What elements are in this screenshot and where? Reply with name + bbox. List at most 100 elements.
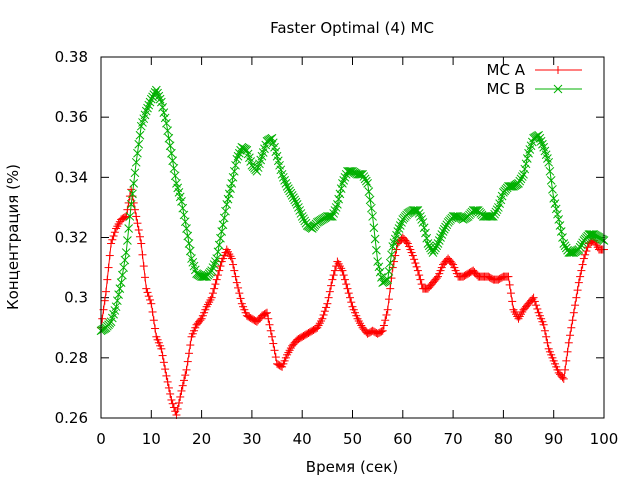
data-point <box>166 389 175 398</box>
y-tick-label: 0.34 <box>55 168 88 186</box>
data-point <box>368 212 377 221</box>
data-point <box>327 281 336 290</box>
data-point <box>490 209 499 219</box>
data-point <box>167 395 176 404</box>
y-tick-label: 0.26 <box>55 409 88 427</box>
data-point <box>158 103 167 112</box>
x-tick-label: 0 <box>96 430 106 448</box>
data-point <box>566 248 576 257</box>
data-point <box>229 166 239 176</box>
x-tick-label: 60 <box>393 430 412 448</box>
data-point <box>336 184 346 193</box>
data-point <box>120 213 129 222</box>
data-point <box>143 103 152 113</box>
data-point <box>438 227 448 236</box>
legend-marker <box>554 66 562 74</box>
data-point <box>148 307 157 316</box>
data-point <box>207 266 217 275</box>
data-point <box>506 289 515 298</box>
data-point <box>416 275 425 284</box>
data-point <box>322 303 331 312</box>
x-tick-label: 70 <box>444 430 463 448</box>
data-point <box>104 263 113 272</box>
data-point <box>181 371 190 380</box>
data-point <box>432 274 441 283</box>
data-point <box>160 113 170 123</box>
data-point <box>213 247 223 257</box>
data-point <box>143 288 152 297</box>
data-point <box>379 321 388 330</box>
data-point <box>179 376 188 385</box>
data-point <box>265 320 274 329</box>
data-point <box>290 195 300 205</box>
data-point <box>146 295 155 304</box>
data-point <box>108 235 117 244</box>
data-point <box>235 289 244 298</box>
data-point <box>227 254 236 263</box>
data-point <box>105 251 114 260</box>
y-tick-label: 0.28 <box>55 349 88 367</box>
data-point <box>232 154 242 164</box>
data-point <box>411 259 420 268</box>
data-point <box>125 212 135 221</box>
legend: MC AMC B <box>487 61 582 98</box>
data-point <box>169 163 179 173</box>
data-point <box>132 212 141 221</box>
data-point <box>284 184 293 193</box>
data-point <box>324 293 333 302</box>
data-point <box>338 266 347 275</box>
data-point <box>299 214 308 224</box>
data-point <box>363 178 372 188</box>
data-point <box>163 377 172 386</box>
y-tick-label: 0.32 <box>55 229 88 247</box>
data-point <box>227 178 237 188</box>
data-point <box>142 284 151 293</box>
data-point <box>343 284 352 293</box>
data-point <box>361 176 371 186</box>
data-point <box>286 188 296 198</box>
data-point <box>340 275 349 284</box>
y-axis-label: Концентрация (%) <box>4 164 22 310</box>
data-point <box>344 289 353 298</box>
data-point <box>208 263 218 272</box>
data-point <box>157 97 166 107</box>
data-point <box>393 227 403 236</box>
data-point <box>179 210 189 220</box>
data-point <box>262 308 271 317</box>
data-point <box>335 189 345 199</box>
y-tick-label: 0.36 <box>55 108 88 126</box>
data-point <box>577 266 586 275</box>
data-point <box>417 215 427 224</box>
data-point <box>488 212 498 221</box>
data-point <box>339 271 348 280</box>
data-point <box>230 266 239 275</box>
data-point <box>329 271 338 280</box>
data-point <box>226 184 235 193</box>
data-point <box>126 200 136 209</box>
data-point <box>170 171 180 181</box>
x-tick-label: 20 <box>192 430 211 448</box>
data-point <box>233 151 243 161</box>
series-mc-b <box>96 85 609 336</box>
series-mc-a <box>97 185 608 419</box>
data-point <box>555 221 565 230</box>
data-point <box>576 272 585 281</box>
data-point <box>564 338 573 347</box>
data-point <box>535 133 545 143</box>
data-point <box>354 169 364 179</box>
data-point <box>414 209 424 218</box>
data-point <box>100 296 109 305</box>
data-point <box>280 175 289 185</box>
data-point <box>439 224 449 234</box>
data-point <box>168 399 177 408</box>
data-point <box>121 248 131 257</box>
data-point <box>491 207 501 217</box>
data-point <box>153 88 162 98</box>
data-point <box>562 356 571 365</box>
data-point <box>129 178 139 188</box>
data-point <box>447 259 456 268</box>
data-point <box>291 197 301 207</box>
data-point <box>295 206 305 215</box>
data-point <box>223 194 233 204</box>
